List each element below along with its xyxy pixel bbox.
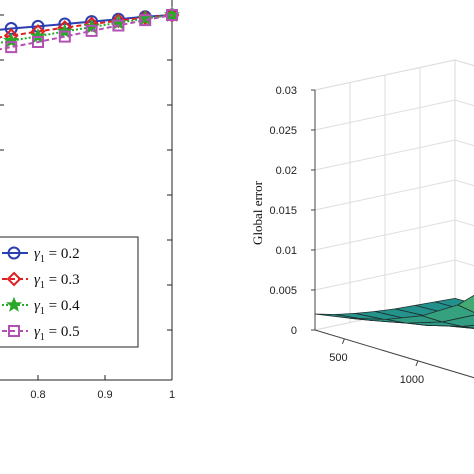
data-point-square	[112, 19, 125, 32]
x-tick-label: 1	[169, 389, 175, 401]
data-point-diamond	[6, 271, 22, 287]
z-tick-label: 0.005	[269, 285, 297, 297]
x-tick-mark	[341, 338, 345, 345]
x-tick-mark	[415, 360, 419, 367]
data-point-square	[58, 30, 71, 43]
legend-label: γ1 = 0.5	[34, 324, 80, 343]
legend-label: γ1 = 0.4	[34, 298, 80, 317]
data-point-star	[3, 32, 20, 48]
z-axis-label: Global error	[250, 180, 265, 245]
data-point-circle	[7, 246, 21, 260]
3d-grid	[314, 59, 474, 379]
z-tick-label: 0	[291, 325, 297, 337]
grid-line	[314, 59, 474, 91]
grid-line	[314, 139, 474, 171]
data-point-square	[32, 36, 44, 48]
z-tick-labels: 0.03 0.025 0.02 0.015 0.01 0.005 0	[269, 85, 315, 337]
grid-line	[314, 219, 474, 251]
surface-patch	[420, 304, 474, 323]
z-tick-label: 0.015	[269, 205, 297, 217]
z-tick-label: 0.01	[276, 245, 297, 257]
x-tick-label: 500	[329, 352, 347, 364]
x-axis-line	[314, 329, 474, 379]
legend-box	[0, 236, 139, 348]
legend-entry: γ1 = 0.4	[2, 296, 80, 317]
z-tick-label: 0.025	[269, 125, 297, 137]
data-point-square	[166, 9, 178, 21]
series-line	[0, 6, 181, 48]
x-tick-label: 0.8	[30, 389, 45, 401]
data-point-square	[139, 14, 152, 27]
legend-entry: γ1 = 0.2	[2, 246, 80, 265]
legend-label: γ1 = 0.2	[34, 246, 80, 265]
legend: γ1 = 0.2 γ1 = 0.3 γ1 = 0.4 γ1 = 0.5	[0, 236, 139, 348]
series-line	[0, 9, 178, 54]
z-tick-label: 0.03	[276, 85, 297, 97]
legend-items: γ1 = 0.2 γ1 = 0.3 γ1 = 0.4 γ1 = 0.5	[2, 246, 80, 343]
data-point-square	[85, 24, 98, 37]
left-series	[0, 6, 181, 54]
data-point-star	[5, 296, 23, 312]
grid-line	[314, 99, 474, 131]
grid-line	[314, 259, 474, 291]
legend-label: γ1 = 0.3	[34, 272, 80, 291]
data-point-diamond	[110, 13, 126, 29]
data-point-star	[29, 27, 47, 44]
surface-patch	[457, 294, 474, 313]
x-tick-label: 0.9	[97, 389, 112, 401]
grid-line	[314, 179, 474, 211]
x-tick-label: 1000	[400, 374, 424, 386]
surface	[314, 294, 474, 329]
data-point-square	[8, 325, 20, 337]
z-tick-label: 0.02	[276, 165, 297, 177]
data-point-square	[5, 41, 18, 54]
left-chart: 0.8 0.9 1 γ1 = 0.2 γ1 = 0.3 γ1 = 0.4 γ1 = 0.5	[0, 0, 181, 401]
surface-patch	[462, 324, 474, 329]
legend-entry: γ1 = 0.5	[2, 324, 80, 343]
left-x-tick-labels: 0.8 0.9 1	[30, 389, 175, 401]
legend-entry: γ1 = 0.3	[2, 271, 80, 291]
x-tick-labels: 500100015	[329, 338, 424, 386]
